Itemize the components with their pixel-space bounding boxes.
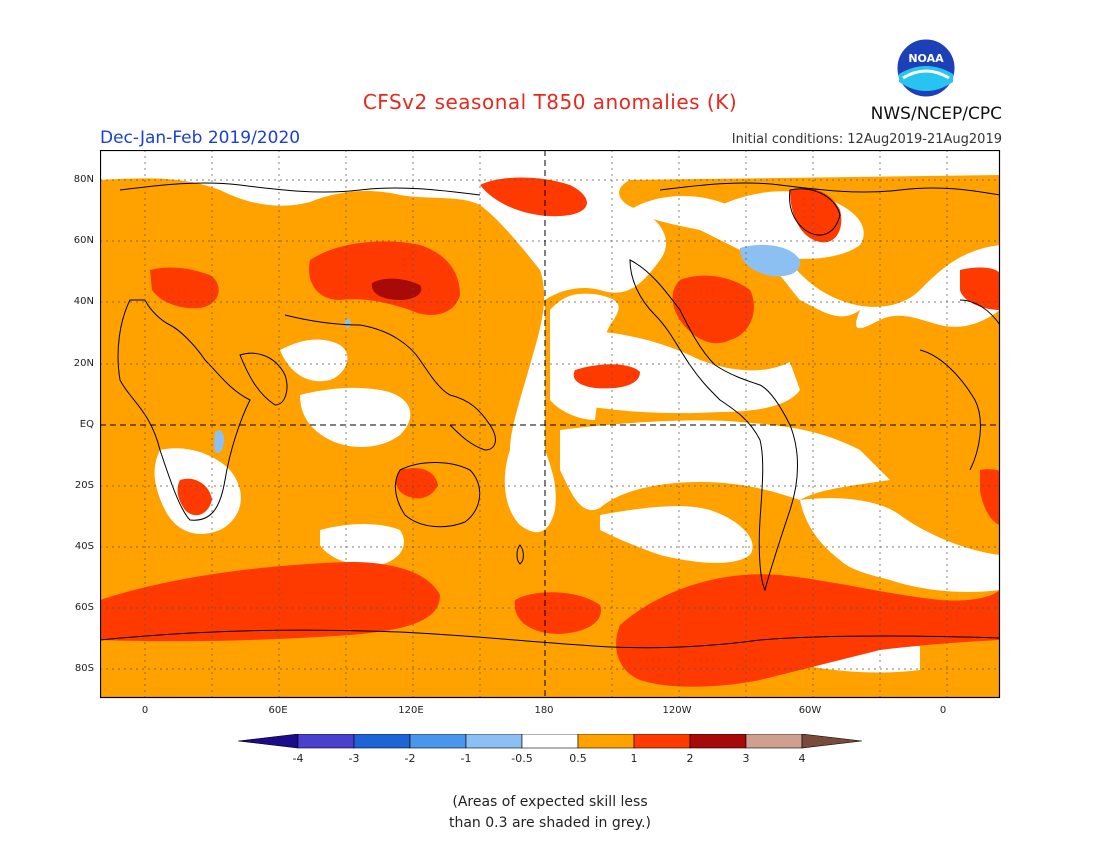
agency-label: NWS/NCEP/CPC [870, 104, 1002, 124]
colorbar-segment-2-1 [409, 734, 467, 749]
coastlines [100, 182, 1000, 649]
lat-label-40n: 40N [73, 296, 94, 307]
colorbar-label-1: 1 [630, 752, 638, 765]
skill-note-line1: (Areas of expected skill less [452, 794, 648, 810]
colorbar-segment-neutral [521, 734, 579, 749]
lat-label-80n: 80N [73, 174, 94, 185]
colorbar-segment-05-1 [577, 734, 635, 749]
graticule [100, 150, 1000, 698]
colorbar-segment-gt-4 [801, 734, 862, 749]
colorbar-segment-2-3 [689, 734, 747, 749]
colorbar-label-minus05: -0.5 [511, 752, 533, 765]
lat-label-60s: 60S [74, 602, 94, 613]
skill-note: (Areas of expected skill less than 0.3 a… [0, 792, 1100, 834]
lon-label-60e: 60E [268, 705, 288, 716]
forecast-period: Dec-Jan-Feb 2019/2020 [100, 128, 301, 148]
lat-label-60n: 60N [73, 235, 94, 246]
lat-label-80s: 80S [74, 663, 94, 674]
lon-label-120w: 120W [662, 705, 692, 716]
colorbar-label-4: 4 [798, 752, 806, 765]
lat-label-20s: 20S [74, 480, 94, 491]
noaa-logo-text: NOAA [908, 52, 944, 65]
anomaly-map [100, 150, 1001, 699]
noaa-logo: NOAA [896, 38, 956, 98]
reference-lines [100, 150, 1000, 698]
map-title: CFSv2 seasonal T850 anomalies (K) [362, 90, 738, 114]
colorbar-label-2: 2 [686, 752, 694, 765]
colorbar-segment-1-05 [465, 734, 523, 749]
skill-note-line2: than 0.3 are shaded in grey.) [448, 815, 651, 831]
colorbar-segment-lt-4 [238, 734, 299, 749]
colorbar-segment-3-4 [745, 734, 803, 749]
colorbar-segment-1-2 [633, 734, 691, 749]
lat-label-20n: 20N [73, 358, 94, 369]
initial-conditions: Initial conditions: 12Aug2019-21Aug2019 [731, 132, 1002, 147]
colorbar-segment-3-2 [353, 734, 411, 749]
lon-label-60w: 60W [798, 705, 822, 716]
colorbar-label-05: 0.5 [569, 752, 587, 765]
colorbar-label-3: 3 [742, 752, 750, 765]
map-frame [100, 150, 1001, 699]
lat-label-eq: EQ [79, 419, 94, 430]
lon-label-180: 180 [534, 705, 554, 716]
lon-label-0-right: 0 [939, 705, 947, 716]
colorbar-label-minus1: -1 [460, 752, 472, 765]
lon-label-120e: 120E [398, 705, 424, 716]
colorbar-label-minus4: -4 [292, 752, 304, 765]
very-warm-region [371, 278, 422, 300]
lon-label-0: 0 [141, 705, 149, 716]
colorbar-label-minus3: -3 [348, 752, 360, 765]
colorbar-segment-4-3 [297, 734, 355, 749]
colorbar-label-minus2: -2 [404, 752, 416, 765]
colorbar [238, 734, 862, 749]
cool-anomaly-regions [214, 244, 801, 454]
strong-warm-regions [100, 177, 1000, 687]
lat-label-40s: 40S [74, 541, 94, 552]
